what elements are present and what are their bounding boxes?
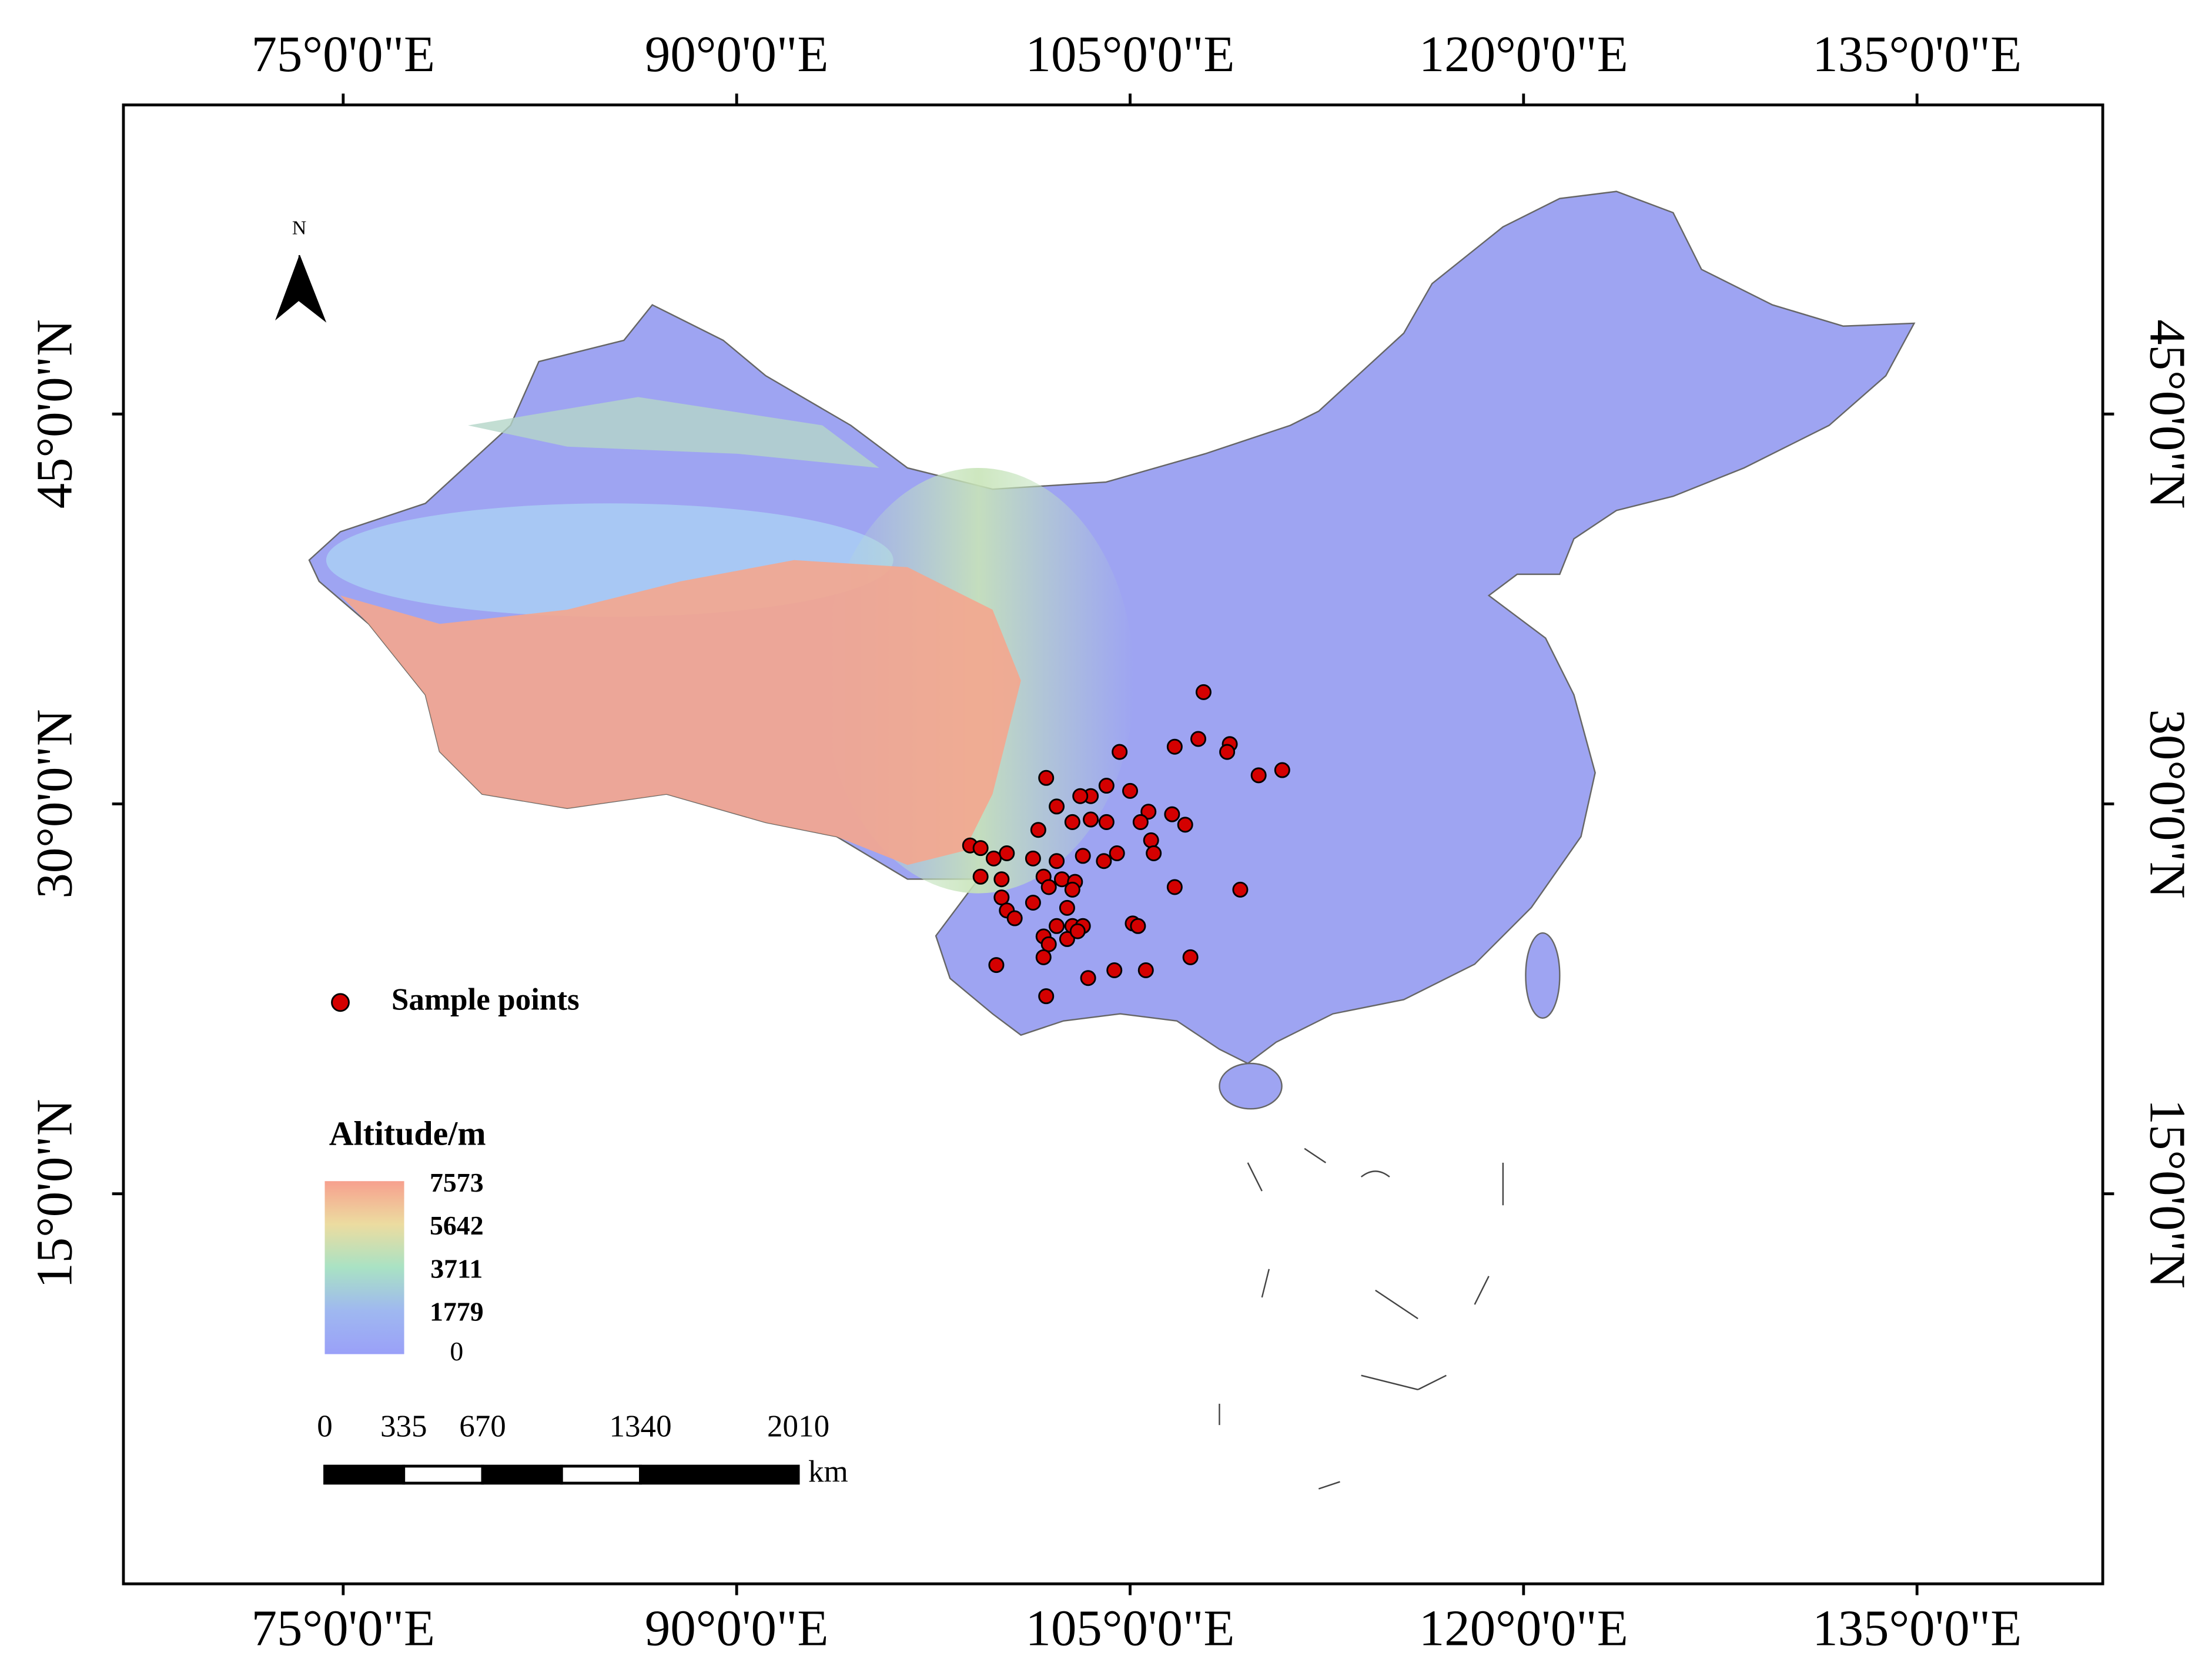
lon-label: 120°0'0"E [1419,1600,1628,1657]
lat-label: 15°0'0"N [26,1099,82,1289]
sample-point [1006,910,1023,926]
altitude-label: 5642 [430,1210,484,1240]
altitude-label: 0 [450,1336,463,1366]
sample-point [1096,853,1112,869]
sample-point [1109,845,1125,862]
scale-segment [481,1464,563,1485]
sample-point [1030,822,1046,838]
sample-point [1059,931,1075,947]
sample-point [1025,894,1041,911]
scale-label: 0 [317,1409,333,1443]
scale-label: 1340 [610,1409,672,1443]
islands [1219,1148,1504,1490]
sample-point [1166,738,1183,755]
sample-point [1190,731,1207,747]
scale-segment [402,1464,484,1485]
taiwan [1525,932,1561,1019]
sample-point [1130,918,1146,934]
sample-point [1083,811,1099,828]
sample-point [1064,881,1080,898]
tianshan [468,397,879,468]
sample-point [1146,845,1162,862]
sample-point [1040,879,1057,895]
lon-label: 120°0'0"E [1419,26,1628,82]
lon-label: 105°0'0"E [1026,26,1235,82]
sample-point [1038,770,1055,786]
north-label: N [292,217,306,239]
sample-point [1059,899,1075,916]
lon-label: 135°0'0"E [1812,1600,2022,1657]
lat-label: 45°0'0"N [2140,319,2196,509]
legend-title: Altitude/m [329,1115,486,1153]
lat-label: 30°0'0"N [2140,709,2196,898]
lat-label: 15°0'0"N [2140,1099,2196,1289]
lat-label: 30°0'0"N [26,709,82,898]
sample-point [1025,850,1041,867]
sample-point [1137,962,1154,978]
sample-point [972,840,989,857]
sample-point [1098,778,1115,794]
sample-point [1072,788,1089,804]
sample-point [988,957,1005,974]
altitude-label: 1779 [430,1297,484,1327]
sample-point [1132,814,1149,830]
sample-point [972,868,989,885]
legend-marker [331,993,350,1012]
sample-point [1080,970,1096,986]
altitude-label: 7573 [430,1167,484,1197]
scale-label: 2010 [767,1409,829,1443]
scale-label: 670 [459,1409,506,1443]
sample-point [1098,814,1115,830]
sample-point [1106,962,1123,978]
sample-point [1274,762,1290,778]
altitude-label: 3711 [430,1253,483,1283]
sample-point [1140,804,1157,820]
sample-point [1182,949,1199,965]
lon-label: 90°0'0"E [645,1600,829,1657]
sample-point [1122,782,1139,799]
sample-point [1049,798,1065,815]
hainan [1219,1062,1283,1110]
sample-point [1166,879,1183,895]
scale-segment [323,1464,406,1485]
lon-label: 75°0'0"E [252,26,436,82]
sample-point [1040,936,1057,952]
sample-point [1143,832,1159,848]
sample-point [1049,918,1065,934]
sample-point [993,889,1010,906]
sample-point [999,845,1015,862]
sample-point [1164,806,1180,822]
sample-point [1038,988,1055,1005]
scale-segment [639,1464,800,1485]
sample-point [1250,767,1267,784]
sample-point [985,850,1002,867]
north-arrow [275,255,300,321]
lon-label: 75°0'0"E [252,1600,436,1657]
sample-point [1075,848,1091,864]
sample-point [1064,814,1080,830]
sample-point [1049,853,1065,869]
scale-unit: km [808,1455,848,1489]
color-ramp [324,1181,404,1354]
sample-point [993,871,1010,888]
sample-point [1195,684,1212,700]
lat-label: 45°0'0"N [26,319,82,509]
scale-label: 335 [380,1409,427,1443]
plateau [340,560,1021,865]
scale-segment [560,1464,642,1485]
sample-point [1177,817,1193,833]
legend-label: Sample points [391,982,580,1016]
lon-label: 90°0'0"E [645,26,829,82]
lon-label: 135°0'0"E [1812,26,2022,82]
sample-point [1232,881,1249,898]
sample-point [1219,744,1236,760]
north-arrow [298,255,327,323]
lon-label: 105°0'0"E [1026,1600,1235,1657]
sample-point [1035,949,1052,965]
sample-point [1112,744,1128,760]
sample-point [1069,923,1086,939]
